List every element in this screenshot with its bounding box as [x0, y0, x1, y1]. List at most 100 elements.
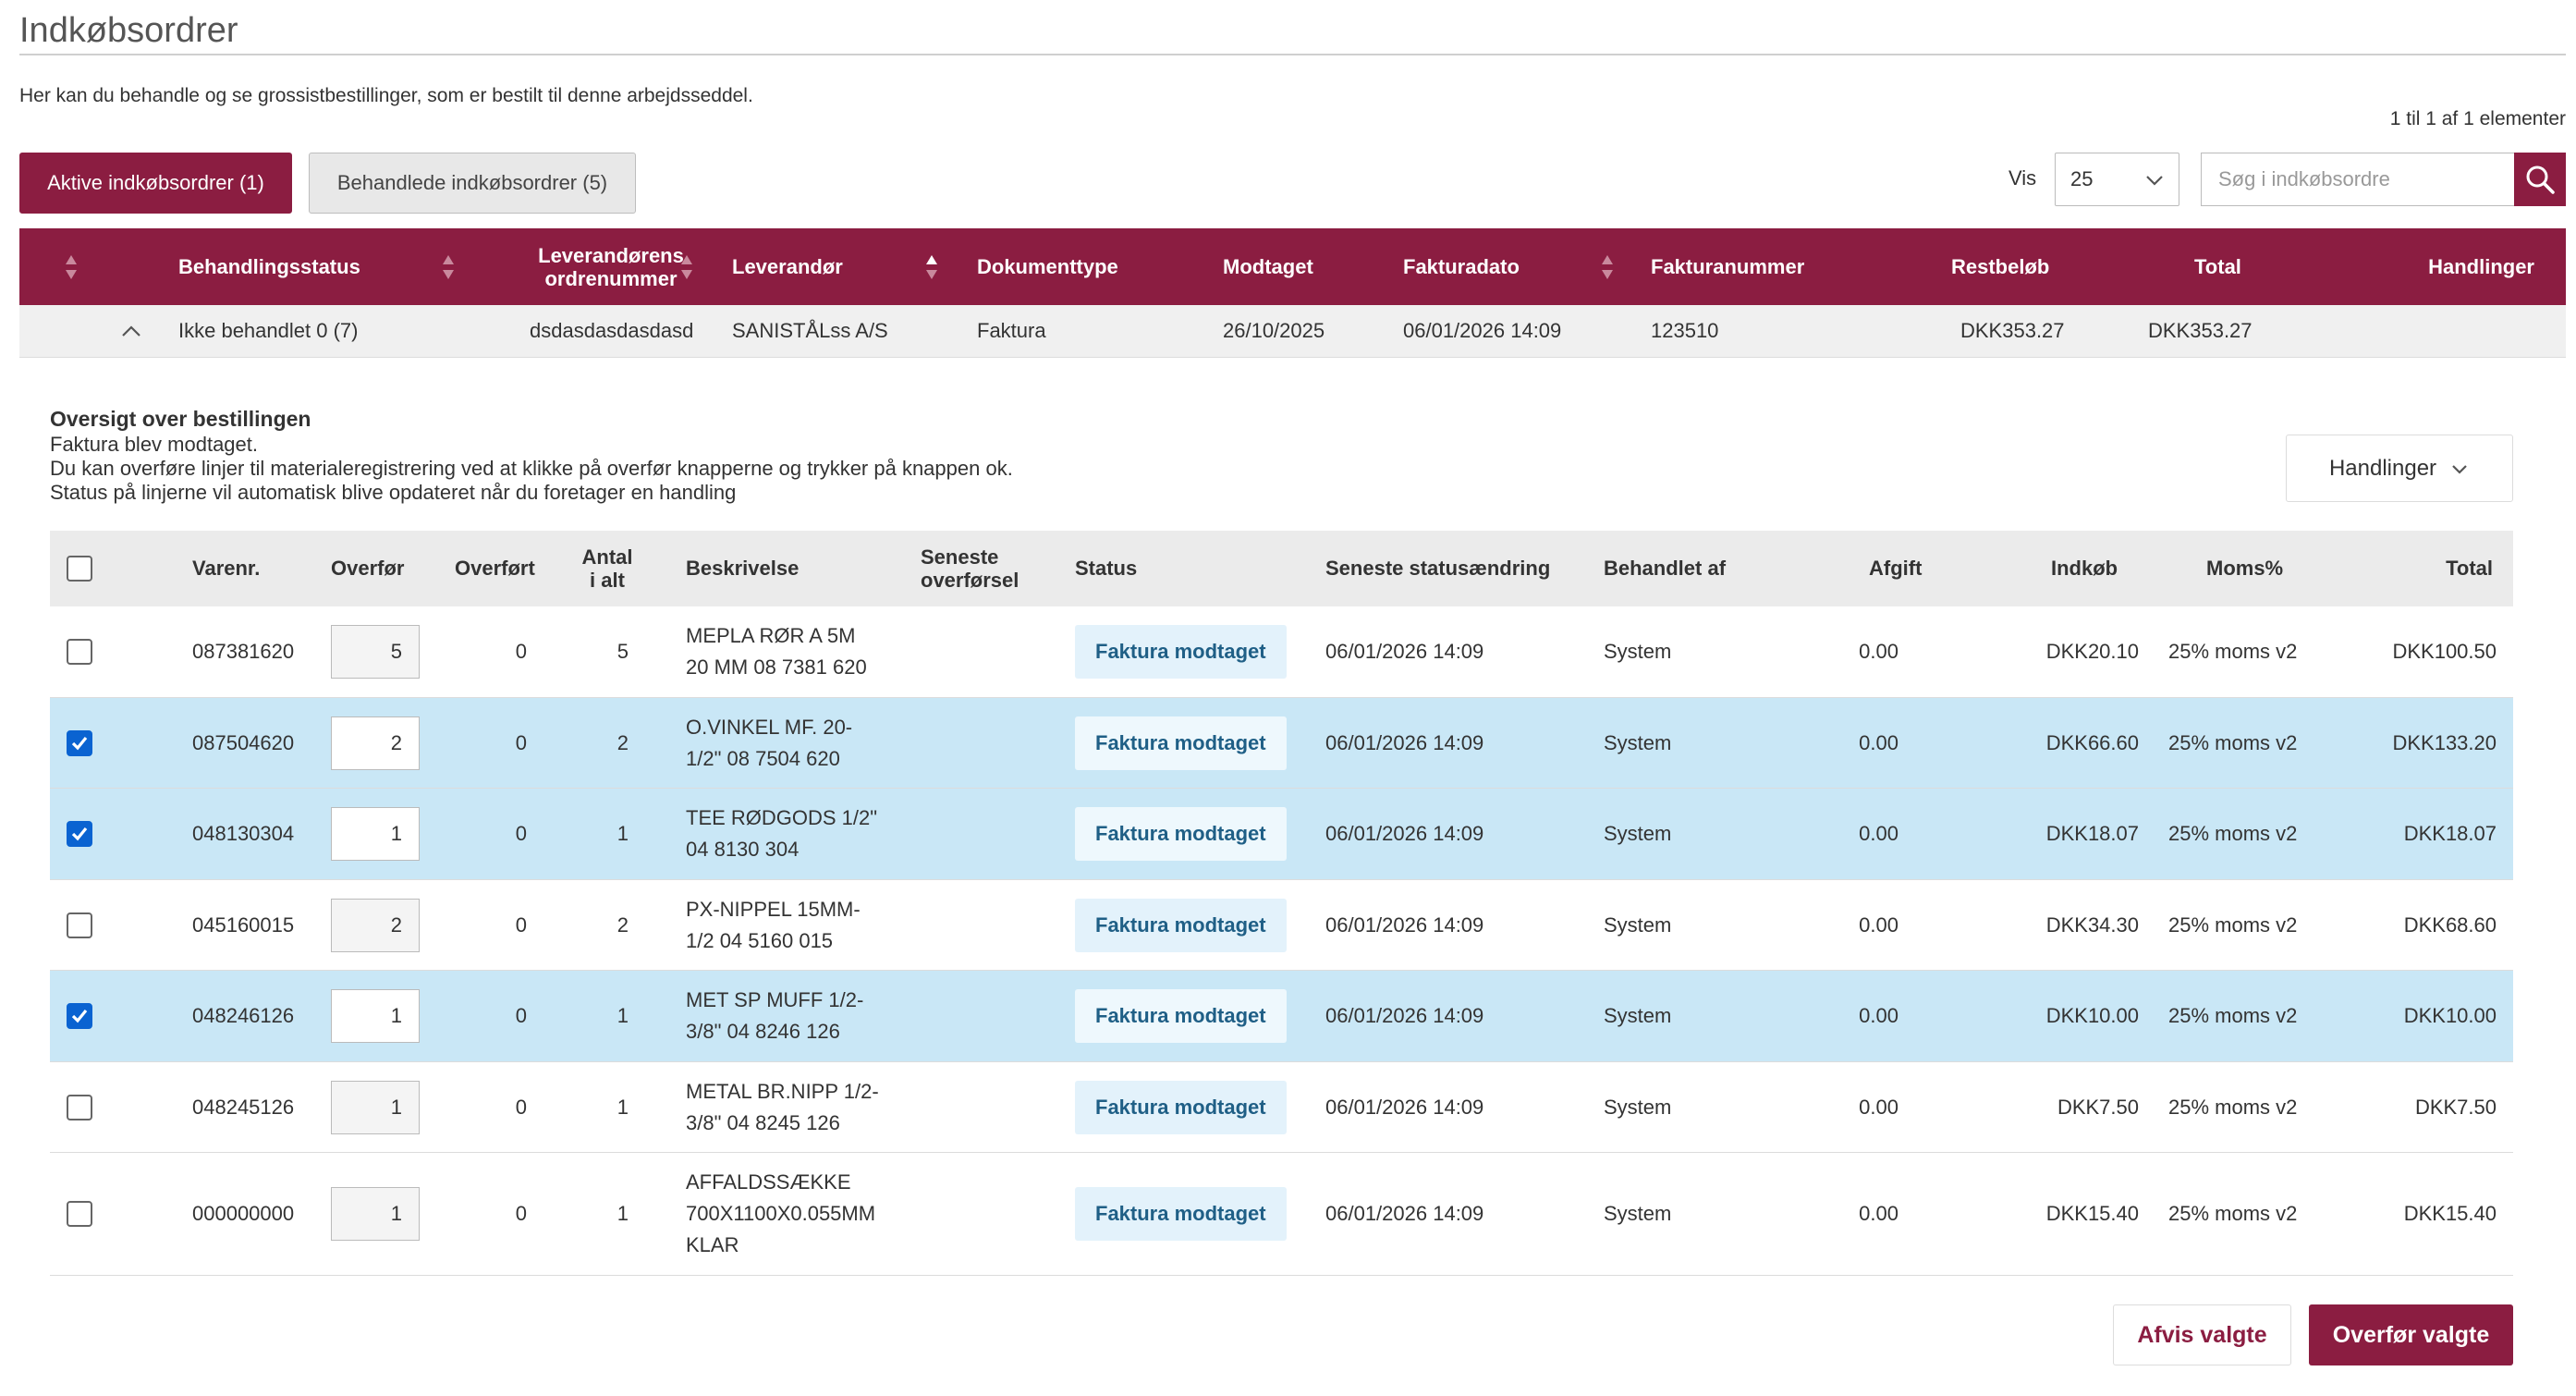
total-count: 5	[617, 640, 629, 663]
transfer-quantity-input[interactable]: 1	[331, 989, 420, 1043]
table-row[interactable]: 000000000 1 0 1 AFFALDSSÆKKE 700X1100X0.0…	[50, 1153, 2513, 1276]
line-total: DKK7.50	[2414, 1095, 2497, 1119]
check-icon	[71, 736, 88, 750]
col-header-total: Total	[2446, 557, 2493, 580]
handled-by: System	[1604, 1095, 1672, 1119]
status-changed: 06/01/2026 14:09	[1325, 1202, 1484, 1225]
item-description: MEPLA RØR A 5M 20 MM 08 7381 620	[686, 606, 908, 697]
check-icon	[71, 827, 88, 841]
search-button[interactable]	[2514, 153, 2566, 206]
status-changed: 06/01/2026 14:09	[1325, 730, 1484, 754]
row-checkbox[interactable]	[67, 1094, 92, 1120]
description-line: 1/2 04 5160 015	[686, 928, 834, 952]
page-size-value: 25	[2070, 167, 2094, 190]
row-checkbox[interactable]	[67, 1003, 92, 1029]
row-checkbox[interactable]	[67, 1201, 92, 1227]
chevron-up-icon[interactable]	[119, 322, 143, 340]
status-changed: 06/01/2026 14:09	[1325, 1095, 1484, 1119]
check-icon	[71, 1009, 88, 1023]
overview-text: Du kan overføre linjer til materialeregi…	[50, 457, 1013, 480]
row-received: 26/10/2025	[1223, 319, 1325, 342]
line-total: DKK15.40	[2403, 1202, 2497, 1225]
col-header-item-no: Varenr.	[192, 557, 261, 580]
handled-by: System	[1604, 1202, 1672, 1225]
row-supplier-order: dsdasdasdasdasd	[530, 319, 694, 342]
table-row[interactable]: 045160015 2 0 2 PX-NIPPEL 15MM- 1/2 04 51…	[50, 880, 2513, 971]
status-badge: Faktura modtaget	[1075, 989, 1287, 1043]
fee-value: 0.00	[1859, 1004, 1898, 1027]
select-all-checkbox[interactable]	[67, 556, 92, 582]
item-number: 048246126	[192, 1004, 295, 1027]
item-description: PX-NIPPEL 15MM- 1/2 04 5160 015	[686, 880, 908, 970]
row-checkbox[interactable]	[67, 821, 92, 847]
description-line: 04 8130 304	[686, 838, 800, 861]
row-remaining: DKK353.27	[1960, 319, 2065, 342]
description-line: 3/8" 04 8246 126	[686, 1020, 840, 1043]
row-checkbox[interactable]	[67, 639, 92, 665]
purchase-value: DKK18.07	[2045, 822, 2139, 845]
transfer-quantity-input[interactable]: 1	[331, 807, 420, 861]
table-row[interactable]: 087381620 5 0 5 MEPLA RØR A 5M 20 MM 08 7…	[50, 606, 2513, 698]
status-badge: Faktura modtaget	[1075, 1187, 1287, 1241]
description-line: 20 MM 08 7381 620	[686, 655, 867, 679]
actions-dropdown-button[interactable]: Handlinger	[2286, 435, 2513, 502]
tab-active-orders[interactable]: Aktive indkøbsordrer (1)	[19, 153, 292, 214]
row-checkbox[interactable]	[67, 912, 92, 938]
sort-icon[interactable]	[924, 253, 939, 281]
purchase-value: DKK20.10	[2045, 640, 2139, 663]
description-line: MEPLA RØR A 5M	[686, 624, 856, 647]
description-line: METAL BR.NIPP 1/2-	[686, 1079, 879, 1103]
overview-text: Status på linjerne vil automatisk blive …	[50, 481, 737, 504]
row-checkbox[interactable]	[67, 729, 92, 756]
page-size-label: Vis	[2008, 166, 2037, 190]
chevron-down-icon	[2452, 464, 2467, 474]
transferred-count: 0	[515, 912, 527, 937]
transfer-quantity-input[interactable]: 1	[331, 1080, 420, 1134]
sort-icon[interactable]	[441, 253, 456, 281]
transfer-quantity-input[interactable]: 2	[331, 898, 420, 952]
transfer-quantity-input[interactable]: 1	[331, 1187, 420, 1241]
table-row[interactable]: 048246126 1 0 1 MET SP MUFF 1/2- 3/8" 04 …	[50, 971, 2513, 1062]
vat-value: 25% moms v2	[2168, 912, 2298, 937]
description-line: MET SP MUFF 1/2-	[686, 988, 864, 1011]
handled-by: System	[1604, 1004, 1672, 1027]
col-header-transfer: Overfør	[331, 557, 405, 580]
search-input[interactable]	[2201, 153, 2515, 206]
total-count: 1	[617, 1004, 629, 1027]
overview-title: Oversigt over bestillingen	[50, 407, 311, 431]
description-line: PX-NIPPEL 15MM-	[686, 897, 861, 921]
col-header-remaining: Restbeløb	[1951, 254, 2050, 278]
transfer-selected-button[interactable]: Overfør valgte	[2309, 1304, 2513, 1365]
col-header-status: Behandlingsstatus	[178, 254, 360, 278]
tab-processed-orders[interactable]: Behandlede indkøbsordrer (5)	[309, 153, 636, 214]
page-size-select[interactable]: 25	[2055, 153, 2179, 206]
table-row[interactable]: 087504620 2 0 2 O.VINKEL MF. 20- 1/2" 08 …	[50, 698, 2513, 789]
status-changed: 06/01/2026 14:09	[1325, 912, 1484, 937]
vat-value: 25% moms v2	[2168, 1095, 2298, 1119]
intro-text: Her kan du behandle og se grossistbestil…	[19, 85, 753, 106]
sort-icon[interactable]	[679, 253, 694, 281]
table-row[interactable]: 048130304 1 0 1 TEE RØDGODS 1/2" 04 8130 …	[50, 789, 2513, 880]
transferred-count: 0	[515, 822, 527, 845]
handled-by: System	[1604, 730, 1672, 754]
line-total: DKK133.20	[2392, 730, 2497, 754]
row-status: Ikke behandlet 0 (7)	[178, 319, 359, 342]
col-header-actions: Handlinger	[2428, 254, 2534, 278]
col-header-received: Modtaget	[1223, 254, 1313, 278]
sort-icon[interactable]	[1600, 253, 1615, 281]
title-divider	[19, 54, 2566, 55]
item-description: METAL BR.NIPP 1/2- 3/8" 04 8245 126	[686, 1062, 908, 1152]
reject-selected-button[interactable]: Afvis valgte	[2113, 1304, 2291, 1365]
col-header-last-transfer: Seneste overførsel	[921, 545, 1019, 592]
item-description: TEE RØDGODS 1/2" 04 8130 304	[686, 789, 908, 879]
transfer-quantity-input[interactable]: 2	[331, 716, 420, 770]
sort-icon[interactable]	[64, 253, 79, 281]
col-header-transferred: Overført	[455, 557, 535, 580]
table-row[interactable]: 048245126 1 0 1 METAL BR.NIPP 1/2- 3/8" 0…	[50, 1062, 2513, 1153]
vat-value: 25% moms v2	[2168, 640, 2298, 663]
transfer-quantity-input[interactable]: 5	[331, 625, 420, 679]
table-row[interactable]: Ikke behandlet 0 (7) dsdasdasdasdasd SAN…	[19, 305, 2566, 358]
line-total: DKK18.07	[2403, 822, 2497, 845]
transferred-count: 0	[515, 1095, 527, 1119]
status-changed: 06/01/2026 14:09	[1325, 640, 1484, 663]
